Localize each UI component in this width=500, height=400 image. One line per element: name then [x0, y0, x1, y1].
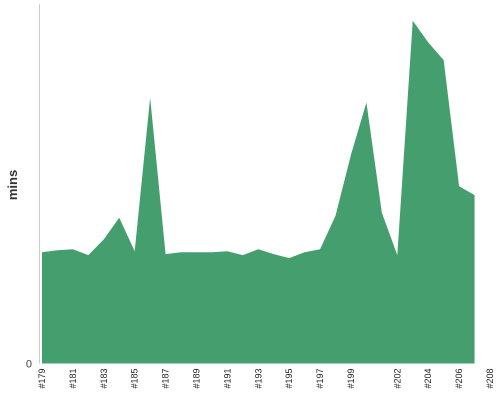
x-tick-label: #179 — [37, 369, 47, 389]
x-tick-label: #202 — [392, 369, 402, 389]
x-tick-label: #195 — [284, 369, 294, 389]
x-tick-label: #193 — [253, 369, 263, 389]
x-tick-label: #199 — [346, 369, 356, 389]
x-tick-label: #185 — [130, 369, 140, 389]
x-tick-labels: #179 #181 #183 #185 #187 #189 #191 #193 #195 #197… — [37, 369, 495, 389]
area-layer — [42, 20, 475, 364]
x-tick-label: #208 — [485, 369, 495, 389]
y-axis-title: mins — [5, 170, 20, 200]
series-area — [42, 20, 475, 364]
x-tick-label: #189 — [191, 369, 201, 389]
x-tick-label: #181 — [68, 369, 78, 389]
x-tick-label: #197 — [315, 369, 325, 389]
y-tick-labels: 0 — [26, 359, 32, 371]
x-tick-label: #187 — [161, 369, 171, 389]
x-tick-label: #191 — [222, 369, 232, 389]
x-tick-label: #183 — [99, 369, 109, 389]
x-tick-label: #206 — [454, 369, 464, 389]
x-tick-label: #204 — [423, 369, 433, 389]
y-tick-label: 0 — [26, 359, 32, 371]
